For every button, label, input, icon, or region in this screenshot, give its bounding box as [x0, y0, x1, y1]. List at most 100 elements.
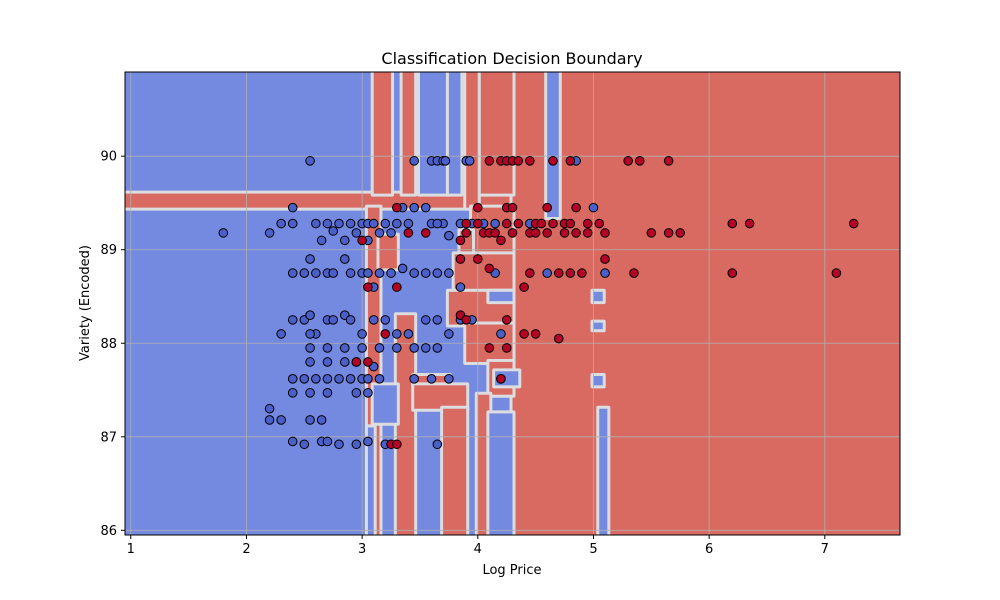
- point-class-1: [392, 439, 402, 450]
- x-tick-label: 4: [474, 542, 482, 557]
- point-class-1: [455, 235, 466, 246]
- point-class-1: [848, 218, 859, 229]
- point-class-0: [432, 218, 443, 229]
- point-class-0: [328, 226, 339, 236]
- point-class-1: [363, 357, 373, 367]
- point-class-1: [472, 254, 483, 264]
- point-class-0: [588, 202, 599, 213]
- point-class-0: [420, 343, 431, 353]
- point-class-0: [409, 202, 419, 213]
- region-class-0: [367, 427, 374, 535]
- point-class-1: [565, 156, 576, 166]
- point-class-1: [490, 228, 500, 238]
- point-class-0: [409, 268, 419, 278]
- point-class-1: [571, 202, 581, 213]
- x-tick-label: 2: [242, 542, 250, 557]
- point-class-1: [403, 228, 414, 238]
- point-class-0: [444, 230, 454, 241]
- region-class-0: [593, 322, 603, 330]
- point-class-0: [357, 343, 367, 353]
- point-class-0: [276, 329, 286, 339]
- region-class-1: [477, 394, 490, 535]
- point-class-0: [444, 373, 454, 384]
- point-class-1: [600, 228, 610, 238]
- point-class-1: [392, 202, 402, 213]
- y-axis-label: Variety (Encoded): [78, 245, 93, 361]
- point-class-0: [339, 343, 350, 353]
- x-tick-label: 3: [358, 542, 366, 557]
- y-tick-label: 87: [100, 430, 117, 445]
- point-class-0: [363, 268, 373, 278]
- point-class-0: [490, 218, 500, 229]
- region-class-1: [402, 72, 415, 194]
- point-class-1: [582, 228, 593, 238]
- point-class-0: [316, 235, 327, 246]
- point-class-0: [496, 329, 506, 339]
- point-class-0: [420, 202, 431, 213]
- point-class-1: [525, 268, 535, 278]
- point-class-0: [276, 415, 286, 425]
- region-class-0: [448, 72, 461, 194]
- y-tick-label: 89: [100, 243, 117, 258]
- point-class-0: [305, 310, 315, 320]
- decision-regions: [125, 72, 900, 535]
- point-class-1: [357, 235, 367, 246]
- x-axis-ticks: 1 2 3 4 5 6 7: [127, 535, 829, 557]
- point-class-1: [519, 329, 529, 339]
- point-class-0: [374, 228, 385, 238]
- point-class-0: [432, 439, 443, 450]
- point-class-0: [305, 329, 315, 339]
- point-class-0: [397, 263, 408, 274]
- point-class-0: [264, 228, 275, 238]
- point-class-1: [513, 218, 524, 229]
- point-class-0: [322, 373, 333, 384]
- point-class-0: [322, 218, 333, 229]
- region-class-0: [419, 72, 449, 194]
- point-class-0: [345, 373, 356, 384]
- point-class-1: [496, 373, 506, 384]
- point-class-1: [663, 156, 674, 166]
- point-class-0: [392, 218, 402, 229]
- point-class-0: [328, 268, 339, 278]
- point-class-1: [455, 254, 466, 264]
- point-class-0: [334, 373, 344, 384]
- point-class-0: [374, 268, 385, 278]
- point-class-1: [484, 263, 495, 274]
- point-class-0: [299, 439, 310, 450]
- point-class-1: [634, 156, 645, 166]
- point-class-0: [264, 415, 275, 425]
- point-class-1: [501, 315, 512, 325]
- point-class-1: [553, 268, 564, 278]
- point-class-1: [530, 228, 541, 238]
- point-class-0: [299, 373, 310, 384]
- point-class-1: [831, 268, 842, 278]
- point-class-0: [403, 218, 414, 229]
- point-class-0: [345, 315, 356, 325]
- point-class-0: [420, 268, 431, 278]
- x-tick-label: 6: [705, 542, 713, 557]
- point-class-0: [322, 388, 333, 398]
- point-class-1: [484, 343, 495, 353]
- point-class-0: [351, 228, 362, 238]
- point-class-0: [287, 218, 298, 229]
- point-class-1: [548, 156, 558, 166]
- point-class-0: [305, 254, 315, 264]
- point-class-0: [334, 439, 344, 450]
- point-class-1: [363, 282, 373, 292]
- point-class-1: [484, 156, 495, 166]
- point-class-0: [432, 343, 443, 353]
- point-class-0: [368, 315, 379, 325]
- point-class-1: [542, 202, 553, 213]
- point-class-1: [507, 228, 518, 238]
- point-class-0: [316, 415, 327, 425]
- point-class-0: [276, 218, 286, 229]
- point-class-0: [426, 373, 437, 384]
- point-class-0: [287, 373, 298, 384]
- point-class-0: [600, 268, 610, 278]
- point-class-1: [727, 218, 738, 229]
- point-class-1: [565, 268, 576, 278]
- region-class-1: [373, 72, 392, 194]
- region-class-0: [373, 385, 397, 423]
- y-tick-label: 90: [100, 150, 117, 165]
- x-tick-label: 5: [589, 542, 597, 557]
